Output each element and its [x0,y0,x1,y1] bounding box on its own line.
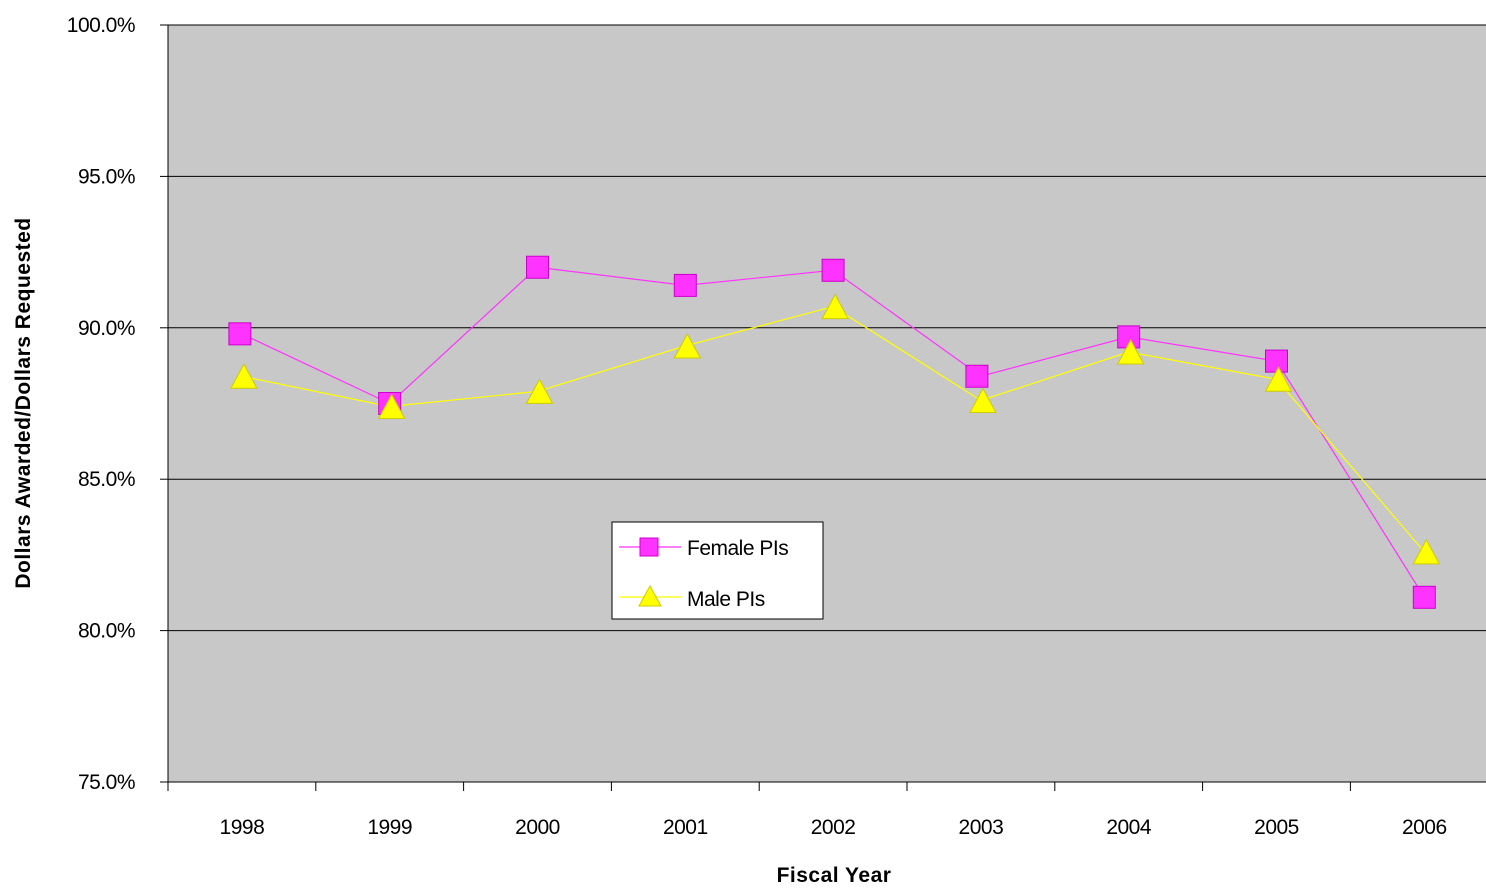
female-data-point [228,322,252,346]
legend-female-marker [639,537,659,557]
x-tick-label: 2005 [1254,816,1299,839]
plot-area [168,25,1486,782]
male-data-point [673,332,702,359]
female-data-point [1412,585,1436,609]
y-axis-title: Dollars Awarded/Dollars Requested [12,217,35,588]
legend: Female PIs Male PIs [611,521,824,620]
x-axis-title: Fiscal Year [777,864,892,887]
x-tick-label: 2001 [663,816,708,839]
legend-male-label: Male PIs [687,588,765,611]
legend-male-marker [638,584,662,607]
y-tick-label: 95.0% [78,165,135,188]
x-tick-labels: 1998 1999 2000 2001 2002 2003 2004 2005 2006 [220,816,1448,839]
x-tick-label: 2006 [1402,816,1447,839]
female-data-point [821,258,845,282]
x-tick-label: 2004 [1106,816,1152,839]
x-tick-label: 2003 [959,816,1004,839]
female-data-point [965,364,989,388]
male-data-point [525,378,554,404]
x-tick-label: 1998 [220,816,265,839]
male-data-point [1412,538,1441,565]
legend-female-label: Female PIs [687,537,788,560]
y-tick-labels: 75.0% 80.0% 85.0% 90.0% 95.0% 100.0% [67,14,136,794]
x-tick-label: 2002 [811,816,856,839]
x-tick-label: 2000 [515,816,560,839]
x-tick-label: 1999 [367,816,412,839]
male-data-point [969,387,997,413]
female-data-point [673,273,697,297]
series [228,255,1441,609]
male-data-point [1116,338,1145,365]
male-data-point [1264,366,1293,392]
y-tick-label: 85.0% [78,468,135,491]
male-data-point [230,363,258,389]
female-data-point [526,255,549,279]
y-tick-label: 75.0% [78,771,135,794]
y-tick-label: 100.0% [67,14,135,37]
male-data-point [821,293,849,320]
y-tick-label: 80.0% [78,620,135,643]
y-tick-label: 90.0% [78,317,135,340]
axes [160,24,1486,791]
male-data-point [377,393,406,420]
female-data-point [1265,349,1288,373]
